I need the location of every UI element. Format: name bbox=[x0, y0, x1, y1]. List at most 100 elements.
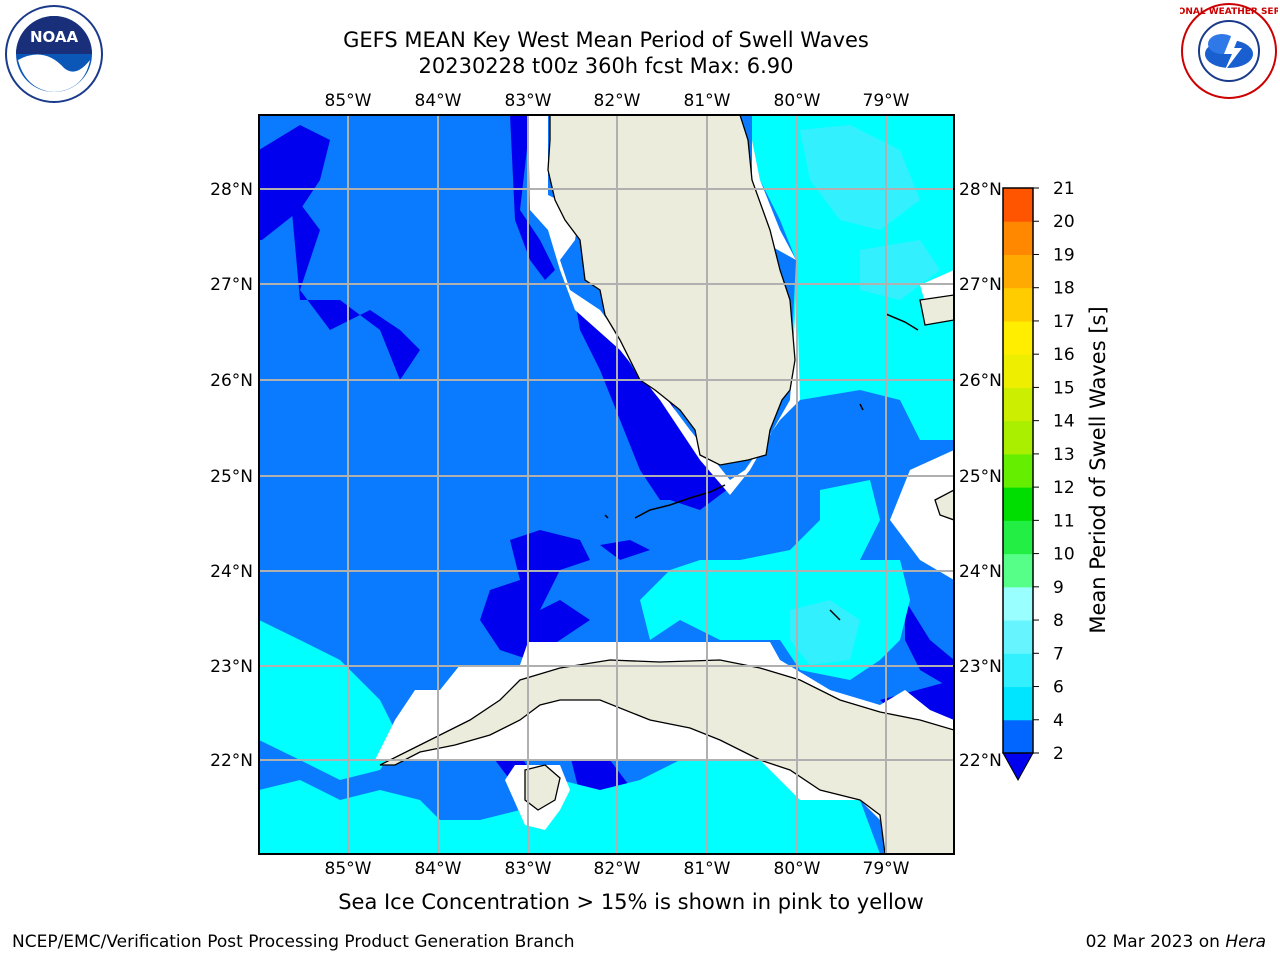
keys-islands bbox=[634, 484, 726, 519]
lon-tick-bottom: 82°W bbox=[594, 859, 641, 879]
colorbar-tick-label: 15 bbox=[1053, 378, 1075, 398]
swell-4-6s bbox=[259, 620, 400, 780]
lat-tick-right: 22°N bbox=[959, 751, 1002, 771]
lon-tick-bottom: 80°W bbox=[774, 859, 821, 879]
colorbar-tick-label: 14 bbox=[1053, 412, 1075, 432]
colorbar-band bbox=[1003, 520, 1033, 555]
colorbar-band bbox=[1003, 553, 1033, 588]
lat-tick-left: 22°N bbox=[210, 751, 253, 771]
colorbar-tick-label: 9 bbox=[1053, 578, 1064, 598]
colorbar-band bbox=[1003, 420, 1033, 455]
colorbar-band bbox=[1003, 453, 1033, 488]
swell-under-2s bbox=[600, 540, 650, 560]
lon-ticks-bottom: 85°W 84°W 83°W 82°W 81°W 80°W 79°W bbox=[325, 859, 910, 879]
lon-tick-top: 81°W bbox=[684, 91, 731, 111]
colorbar-frame bbox=[1002, 187, 1034, 754]
colorbar-tick-label: 11 bbox=[1053, 511, 1075, 531]
lon-tick-top: 84°W bbox=[415, 91, 462, 111]
footer-date: 02 Mar 2023 on Hera bbox=[1086, 932, 1266, 952]
colorbar-tick-label: 6 bbox=[1053, 678, 1064, 698]
lat-tick-right: 26°N bbox=[959, 371, 1002, 391]
lon-tick-top: 79°W bbox=[863, 91, 910, 111]
colorbar-band bbox=[1003, 653, 1033, 688]
lat-tick-right: 23°N bbox=[959, 657, 1002, 677]
noaa-logo: NOAA bbox=[5, 5, 103, 103]
land bbox=[379, 659, 954, 854]
islands bbox=[604, 313, 919, 621]
swell-under-2s bbox=[290, 190, 420, 380]
lon-tick-top: 82°W bbox=[594, 91, 641, 111]
lat-tick-left: 28°N bbox=[210, 180, 253, 200]
colorbar-tick-label: 18 bbox=[1053, 279, 1075, 299]
lon-tick-bottom: 81°W bbox=[684, 859, 731, 879]
colorbar-tick-label: 12 bbox=[1053, 478, 1075, 498]
svg-text:NOAA: NOAA bbox=[30, 28, 79, 46]
colorbar: 2 4 6 7 8 9 10 11 12 13 14 15 16 17 18 19 20 21 bbox=[1002, 179, 1075, 782]
lon-tick-bottom: 84°W bbox=[415, 859, 462, 879]
colorbar-tick-label: 7 bbox=[1053, 644, 1064, 664]
graticule bbox=[259, 115, 954, 854]
chart-title: GEFS MEAN Key West Mean Period of Swell … bbox=[343, 28, 869, 52]
land bbox=[547, 115, 796, 466]
colorbar-tick-label: 10 bbox=[1053, 545, 1075, 565]
footer-credit: NCEP/EMC/Verification Post Processing Pr… bbox=[12, 932, 575, 952]
colorbar-band bbox=[1003, 254, 1033, 289]
colorbar-band bbox=[1003, 620, 1033, 654]
lat-tick-left: 27°N bbox=[210, 275, 253, 295]
swell-under-2s bbox=[905, 600, 954, 690]
colorbar-tick-label: 16 bbox=[1053, 345, 1075, 365]
colorbar-band bbox=[1003, 188, 1033, 222]
colorbar-band bbox=[1003, 354, 1033, 388]
lat-tick-right: 25°N bbox=[959, 467, 1002, 487]
sea-ice-note: Sea Ice Concentration > 15% is shown in … bbox=[338, 890, 924, 914]
colorbar-tick-label: 8 bbox=[1053, 611, 1064, 631]
swell-6-7s bbox=[800, 125, 920, 230]
colorbar-tick-label: 13 bbox=[1053, 445, 1075, 465]
colorbar-band bbox=[1003, 320, 1033, 355]
lon-ticks-top: 85°W 84°W 83°W 82°W 81°W 80°W 79°W bbox=[325, 91, 910, 111]
colorbar-tick-label: 20 bbox=[1053, 212, 1075, 232]
lat-tick-left: 24°N bbox=[210, 562, 253, 582]
colorbar-band bbox=[1003, 586, 1033, 621]
footer-host: Hera bbox=[1225, 932, 1266, 952]
colorbar-tick-label: 4 bbox=[1053, 711, 1064, 731]
colorbar-tick-label: 17 bbox=[1053, 312, 1075, 332]
colorbar-tick-label: 19 bbox=[1053, 245, 1075, 265]
lat-tick-right: 27°N bbox=[959, 275, 1002, 295]
swell-under-2s bbox=[259, 125, 330, 240]
no-data bbox=[890, 450, 954, 580]
colorbar-band bbox=[1003, 487, 1033, 521]
colorbar-band bbox=[1003, 387, 1033, 422]
swell-under-2s bbox=[660, 430, 740, 510]
swell-under-2s bbox=[510, 115, 555, 280]
lon-tick-top: 85°W bbox=[325, 91, 372, 111]
colorbar-band bbox=[1003, 287, 1033, 322]
lat-ticks-right: 28°N 27°N 26°N 25°N 24°N 23°N 22°N bbox=[959, 180, 1002, 771]
lon-tick-top: 83°W bbox=[505, 91, 552, 111]
colorbar-band bbox=[1003, 719, 1033, 754]
chart-subtitle: 20230228 t00z 360h fcst Max: 6.90 bbox=[418, 54, 794, 78]
footer-date-text: 02 Mar 2023 on bbox=[1085, 932, 1226, 952]
lon-tick-bottom: 85°W bbox=[325, 859, 372, 879]
lat-tick-left: 26°N bbox=[210, 371, 253, 391]
lat-tick-right: 28°N bbox=[959, 180, 1002, 200]
land bbox=[934, 489, 954, 521]
colorbar-band bbox=[1003, 686, 1033, 721]
map-frame bbox=[258, 114, 955, 855]
lat-ticks-left: 28°N 27°N 26°N 25°N 24°N 23°N 22°N bbox=[210, 180, 253, 771]
map-area bbox=[259, 115, 954, 854]
lat-tick-right: 24°N bbox=[959, 562, 1002, 582]
lat-tick-left: 25°N bbox=[210, 467, 253, 487]
colorbar-tick-label: 2 bbox=[1053, 744, 1064, 764]
colorbar-label: Mean Period of Swell Waves [s] bbox=[1086, 306, 1110, 634]
lon-tick-bottom: 79°W bbox=[863, 859, 910, 879]
lon-tick-bottom: 83°W bbox=[505, 859, 552, 879]
svg-text:NATIONAL WEATHER SERVICE: NATIONAL WEATHER SERVICE bbox=[1180, 7, 1278, 17]
land bbox=[919, 294, 954, 326]
lat-tick-left: 23°N bbox=[210, 657, 253, 677]
nws-logo: NATIONAL WEATHER SERVICE bbox=[1180, 3, 1278, 99]
land bbox=[524, 764, 561, 811]
lon-tick-top: 80°W bbox=[774, 91, 821, 111]
colorbar-tick-label: 21 bbox=[1053, 179, 1075, 199]
